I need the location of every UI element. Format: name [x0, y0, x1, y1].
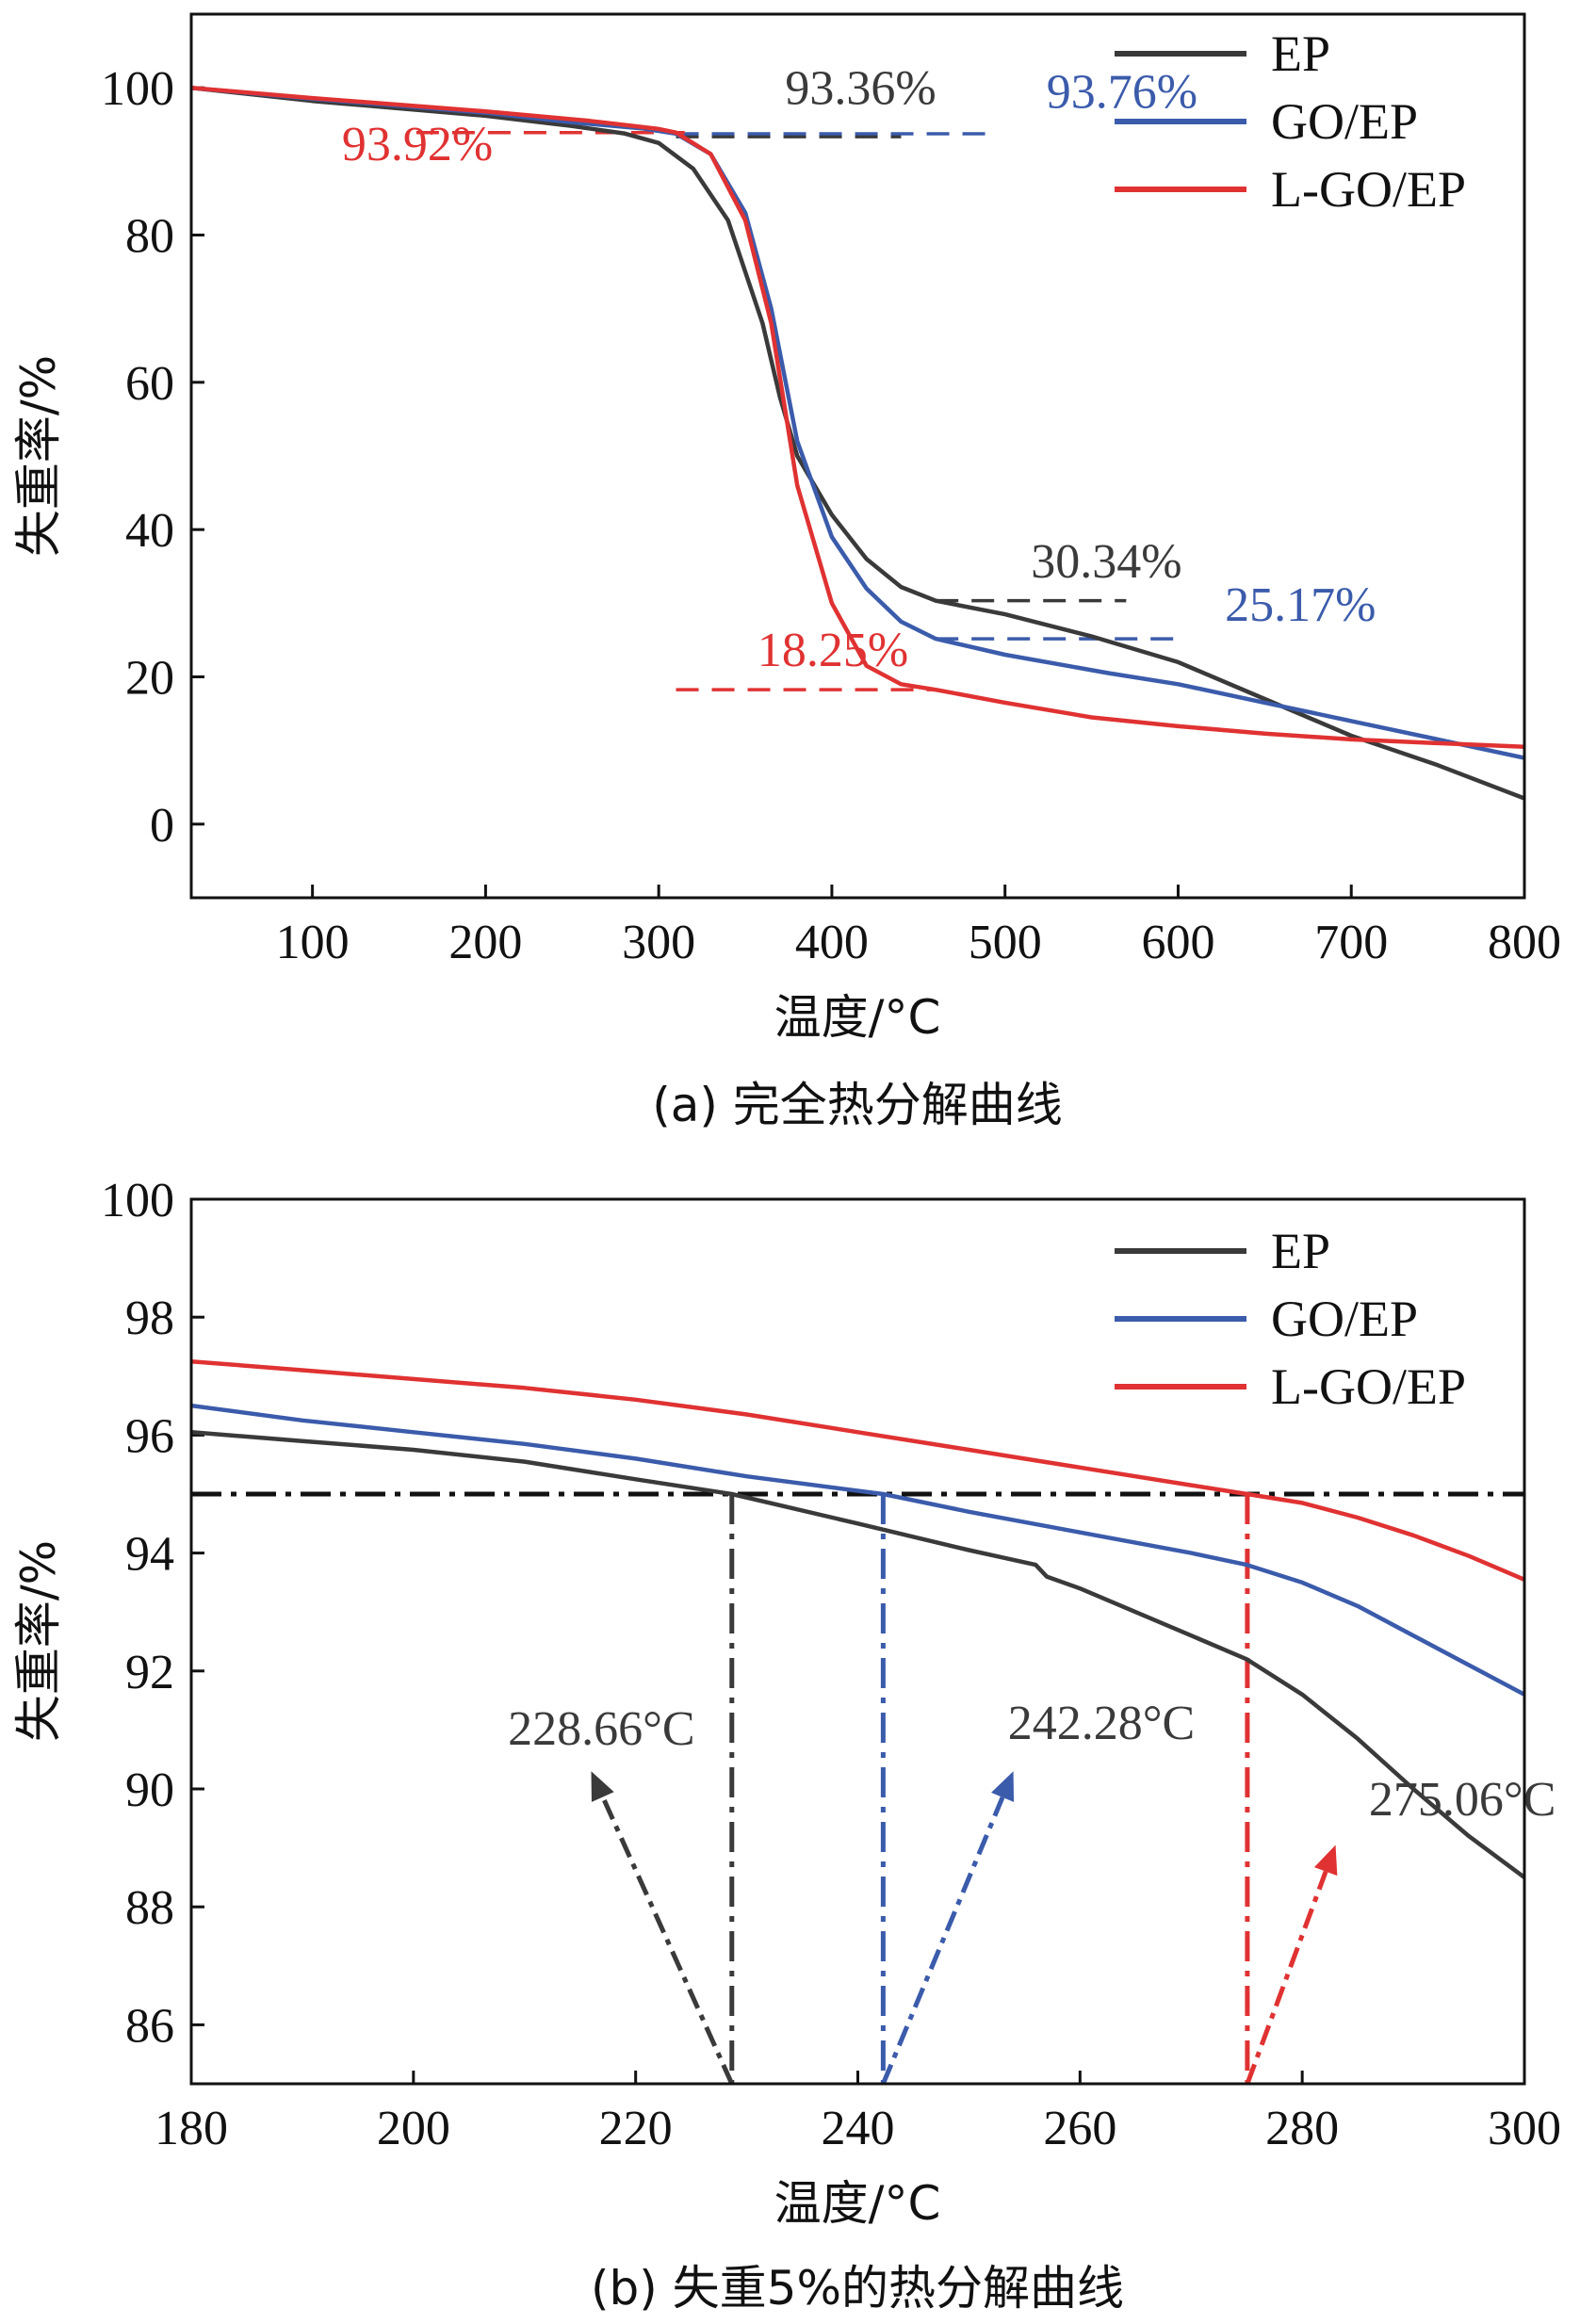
- value-annotation: 93.36%: [785, 61, 936, 115]
- x-tick-label: 500: [969, 916, 1042, 969]
- arrow-head: [1313, 1845, 1338, 1877]
- series-ep-line: [191, 1430, 1524, 1880]
- series-l-go-ep-line: [191, 85, 1524, 750]
- x-tick-label: 100: [276, 916, 350, 969]
- panel-b-five-percent-loss: 180 200 220 240 260 280 300 86 88 90 92 94 96 98 100 22…: [11, 1174, 1561, 2316]
- y-tick-label: 60: [125, 357, 174, 411]
- panel-caption: (b) 失重5%的热分解曲线: [591, 2261, 1124, 2316]
- y-tick-label: 40: [125, 504, 174, 558]
- value-annotation: 18.25%: [757, 624, 908, 677]
- y-tick-label: 96: [125, 1409, 174, 1463]
- legend-label: EP: [1271, 25, 1330, 82]
- x-tick-label: 800: [1488, 916, 1561, 969]
- plot-area: [191, 1358, 1524, 2084]
- x-tick-label: 400: [795, 916, 869, 969]
- arrow-head: [991, 1771, 1015, 1802]
- value-annotation: 275.06°C: [1369, 1773, 1556, 1827]
- x-tick-label: 280: [1265, 2102, 1339, 2155]
- panel-a-complete-decomposition: 100 200 300 400 500 600 700 800 0 20 40 60 80 100 93.3…: [11, 12, 1561, 1132]
- y-tick-label: 98: [125, 1292, 174, 1345]
- legend-label: L-GO/EP: [1271, 161, 1466, 218]
- x-tick-label: 240: [822, 2102, 895, 2155]
- panel-caption: (a) 完全热分解曲线: [652, 1078, 1063, 1132]
- x-axis-title: 温度/°C: [774, 990, 941, 1045]
- y-tick-label: 100: [101, 62, 174, 116]
- legend-label: GO/EP: [1271, 93, 1418, 150]
- y-tick-label: 80: [125, 210, 174, 264]
- y-axis-title: 失重率/%: [11, 1540, 66, 1742]
- value-annotation: 242.28°C: [1008, 1697, 1195, 1750]
- x-tick-label: 200: [448, 916, 522, 969]
- x-axis-title: 温度/°C: [774, 2176, 941, 2231]
- value-annotation: 25.17%: [1225, 578, 1376, 632]
- x-tick-label: 600: [1141, 916, 1214, 969]
- value-annotation: 30.34%: [1031, 535, 1181, 589]
- annotation-arrow: [1245, 1870, 1328, 2085]
- x-tick-label: 180: [155, 2102, 228, 2155]
- annotation-arrow: [881, 1796, 1005, 2085]
- y-tick-label: 92: [125, 1646, 174, 1699]
- x-tick-label: 260: [1043, 2102, 1116, 2155]
- value-annotation: 93.92%: [342, 118, 493, 171]
- value-annotation: 93.76%: [1047, 65, 1197, 119]
- x-tick-label: 220: [599, 2102, 673, 2155]
- series-go-ep-line: [191, 85, 1524, 760]
- series-go-ep-line: [191, 1403, 1524, 1698]
- value-annotation: 228.66°C: [508, 1702, 694, 1756]
- legend-label: GO/EP: [1271, 1291, 1418, 1347]
- y-axis-title: 失重率/%: [11, 355, 66, 557]
- y-tick-label: 86: [125, 1999, 174, 2053]
- y-tick-label: 88: [125, 1881, 174, 1935]
- plot-frame: [189, 1197, 1526, 2086]
- legend-label: EP: [1271, 1223, 1330, 1279]
- y-tick-label: 94: [125, 1528, 174, 1582]
- y-tick-label: 0: [150, 799, 174, 853]
- arrow-head: [591, 1771, 614, 1802]
- y-tick-label: 90: [125, 1763, 174, 1817]
- legend-label: L-GO/EP: [1271, 1358, 1466, 1415]
- x-tick-label: 200: [377, 2102, 450, 2155]
- x-tick-label: 700: [1314, 916, 1388, 969]
- plot-frame: [189, 12, 1526, 900]
- plot-area: [191, 85, 1524, 801]
- annotation-arrow: [600, 1796, 735, 2086]
- series-l-go-ep-line: [191, 1358, 1524, 1583]
- x-tick-label: 300: [1488, 2102, 1561, 2155]
- y-tick-label: 20: [125, 652, 174, 706]
- x-tick-label: 300: [622, 916, 695, 969]
- y-tick-label: 100: [101, 1174, 174, 1227]
